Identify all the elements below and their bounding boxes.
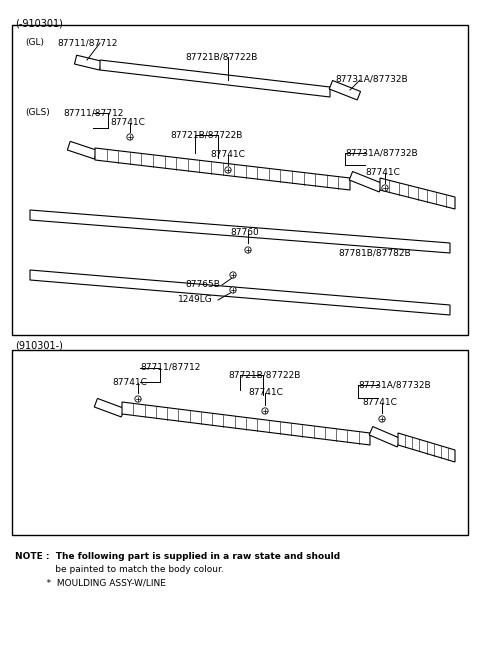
Circle shape (379, 416, 385, 422)
Polygon shape (94, 398, 124, 417)
Text: NOTE :  The following part is supplied in a raw state and should: NOTE : The following part is supplied in… (15, 552, 340, 561)
Text: 87741C: 87741C (210, 150, 245, 159)
Text: 87741C: 87741C (110, 118, 145, 127)
Polygon shape (349, 171, 383, 192)
Text: 87741C: 87741C (365, 168, 400, 177)
Text: 87765B: 87765B (185, 280, 220, 289)
Circle shape (230, 272, 236, 278)
Polygon shape (100, 60, 330, 97)
Text: 87711/87712: 87711/87712 (57, 38, 118, 47)
Text: 87731A/87732B: 87731A/87732B (335, 75, 408, 84)
Text: 87721B/87722B: 87721B/87722B (170, 130, 242, 139)
Polygon shape (74, 55, 102, 70)
Text: *  MOULDING ASSY-W/LINE: * MOULDING ASSY-W/LINE (15, 578, 166, 587)
Polygon shape (398, 433, 455, 462)
Text: 87760: 87760 (230, 228, 259, 237)
Text: (GL): (GL) (25, 38, 44, 47)
Polygon shape (30, 210, 450, 253)
Circle shape (382, 185, 388, 191)
Polygon shape (380, 178, 455, 209)
Circle shape (225, 167, 231, 173)
Text: 87711/87712: 87711/87712 (140, 363, 200, 372)
Text: 87781B/87782B: 87781B/87782B (338, 248, 410, 257)
Polygon shape (369, 426, 401, 447)
Text: 87741C: 87741C (248, 388, 283, 397)
Text: 87721B/87722B: 87721B/87722B (228, 370, 300, 379)
Text: 87731A/87732B: 87731A/87732B (345, 148, 418, 157)
Text: 87711/87712: 87711/87712 (63, 108, 123, 117)
Bar (12, 350, 468, 535)
Text: (910301-): (910301-) (15, 340, 63, 350)
Text: 1249LG: 1249LG (178, 295, 213, 304)
Polygon shape (329, 81, 360, 100)
Text: 87721B/87722B: 87721B/87722B (185, 52, 257, 61)
Polygon shape (67, 141, 97, 159)
Text: 87741C: 87741C (362, 398, 397, 407)
Circle shape (230, 287, 236, 293)
Polygon shape (30, 270, 450, 315)
Text: 87741C: 87741C (112, 378, 147, 387)
Text: (GLS): (GLS) (25, 108, 50, 117)
Text: 87731A/87732B: 87731A/87732B (358, 380, 431, 389)
Circle shape (245, 247, 251, 253)
Text: (-910301): (-910301) (15, 18, 63, 28)
Text: be painted to match the body colour.: be painted to match the body colour. (15, 565, 224, 574)
Circle shape (127, 134, 133, 140)
Circle shape (135, 396, 141, 402)
Circle shape (262, 408, 268, 414)
Polygon shape (122, 402, 370, 445)
Polygon shape (95, 148, 350, 190)
Bar (12, 25, 468, 335)
